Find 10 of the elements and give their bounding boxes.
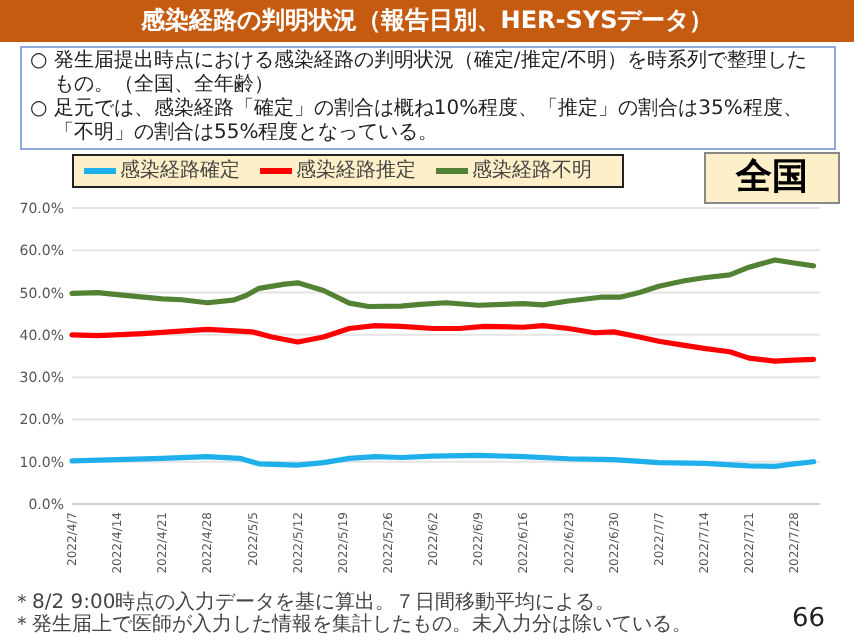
text: 66 [792,604,826,634]
text: ＊発生届上で医師が入力した情報を集計したもの。未入力分は除いている。 [12,614,692,636]
legend-label: 感染経路推定 [296,160,416,182]
text: ○ 足元では、感染経路「確定」の割合は概ね10%程度、「推定」の割合は35%程度、「不明」の割合は55%程度となっている。 [30,98,805,146]
text: ○ 発生届提出時点における感染経路の判明状況（確定/推定/不明）を時系列で整理したもの。（全国、全年齢） [30,50,810,97]
legend-label: 感染経路確定 [120,160,240,182]
text: ＊8/2 9:00時点の入力データを基に算出。７日間移動平均による。 [12,592,618,614]
legend-label: 感染経路不明 [472,160,592,182]
chart-subtitle: 全国 [704,152,840,204]
chart-title: 感染経路の判明状況（報告日別、HER-SYSデータ） [0,0,854,42]
